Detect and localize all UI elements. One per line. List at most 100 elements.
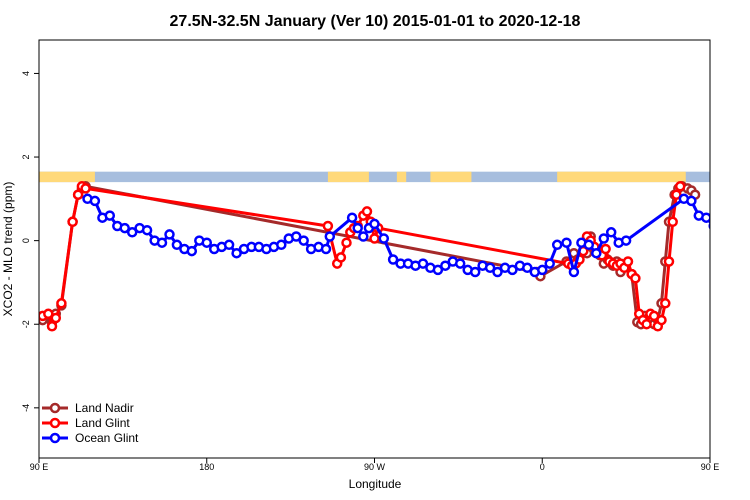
data-point xyxy=(648,310,660,322)
chart-title: 27.5N-32.5N January (Ver 10) 2015-01-01 … xyxy=(170,13,581,30)
data-point xyxy=(164,229,175,240)
data-point xyxy=(369,233,380,244)
data-point xyxy=(630,273,641,284)
data-point xyxy=(591,247,602,259)
legend-item: Land Glint xyxy=(42,416,130,430)
legend-item: Ocean Glint xyxy=(42,431,139,445)
data-point xyxy=(223,239,235,251)
data-point xyxy=(522,262,533,274)
strip-land-segment xyxy=(327,171,369,183)
data-point xyxy=(492,266,503,278)
data-point xyxy=(72,189,84,200)
data-point xyxy=(660,298,671,309)
data-point xyxy=(440,260,451,271)
data-point xyxy=(56,298,67,309)
data-point xyxy=(387,254,399,265)
data-point xyxy=(346,212,358,223)
legend-item: Land Nadir xyxy=(42,401,134,415)
y-tick-label: -4 xyxy=(21,404,31,412)
data-point xyxy=(50,312,62,324)
data-point xyxy=(708,222,710,230)
data-point xyxy=(341,237,352,248)
x-axis-label: Longitude xyxy=(349,477,402,491)
data-point xyxy=(119,222,130,234)
data-point xyxy=(656,314,667,326)
data-point xyxy=(276,239,287,251)
y-tick-label: 4 xyxy=(21,71,31,76)
data-point xyxy=(663,256,675,267)
data-point xyxy=(605,227,617,238)
x-tick-label: 180 xyxy=(199,462,214,472)
y-tick-label: 0 xyxy=(21,238,31,243)
legend-label: Ocean Glint xyxy=(75,431,139,445)
strip-land-segment xyxy=(396,171,407,183)
legend-marker xyxy=(49,432,61,444)
data-point xyxy=(620,235,632,246)
data-point xyxy=(537,264,548,276)
data-point xyxy=(43,308,54,320)
data-point xyxy=(104,210,116,221)
land-ocean-strip xyxy=(39,171,710,183)
data-point xyxy=(290,231,302,242)
data-point xyxy=(674,181,686,192)
data-point xyxy=(361,206,373,217)
data-point xyxy=(298,235,309,246)
legend-marker xyxy=(49,402,61,414)
data-point xyxy=(725,226,733,234)
data-point xyxy=(622,256,634,267)
strip-land-segment xyxy=(430,171,472,183)
series-layer xyxy=(39,181,748,332)
data-point xyxy=(67,216,78,228)
data-point xyxy=(667,216,678,228)
series-ocean-glint xyxy=(82,193,748,278)
series-land-glint xyxy=(39,181,686,332)
data-point xyxy=(417,258,429,269)
data-point xyxy=(686,195,697,207)
data-point xyxy=(454,258,466,269)
data-point xyxy=(80,183,91,194)
data-point xyxy=(186,245,198,257)
data-point xyxy=(126,227,138,238)
data-point xyxy=(598,233,610,244)
x-tick-label: 90 E xyxy=(30,462,49,472)
data-point xyxy=(740,226,748,234)
data-point xyxy=(732,224,740,232)
data-point xyxy=(561,237,572,248)
data-point xyxy=(432,264,444,276)
data-point xyxy=(641,318,652,330)
data-point xyxy=(322,220,334,232)
x-tick-label: 90 E xyxy=(701,462,720,472)
strip-land-segment xyxy=(39,171,95,183)
x-tick-label: 90 W xyxy=(364,462,386,472)
data-point xyxy=(551,239,563,251)
data-point xyxy=(369,218,380,230)
data-point xyxy=(717,224,725,232)
data-point xyxy=(568,266,580,278)
data-point xyxy=(324,231,336,242)
y-tick-label: -2 xyxy=(21,320,31,328)
legend-marker xyxy=(49,417,61,429)
data-point xyxy=(352,222,363,234)
y-axis: -4 -2 0 2 4 xyxy=(21,71,39,412)
data-point xyxy=(141,224,153,236)
strip-ocean xyxy=(39,171,710,183)
y-tick-label: 2 xyxy=(21,155,31,160)
data-point xyxy=(600,243,611,255)
legend-label: Land Glint xyxy=(75,416,130,430)
data-point xyxy=(201,237,213,248)
data-point xyxy=(583,239,595,251)
strip-land-segment xyxy=(557,171,686,183)
x-axis: 90 E 180 90 W 0 90 E xyxy=(30,458,720,472)
data-point xyxy=(378,233,390,244)
data-point xyxy=(507,264,518,276)
data-point xyxy=(335,252,347,263)
data-point xyxy=(89,195,101,207)
x-tick-label: 0 xyxy=(540,462,545,472)
data-point xyxy=(156,237,168,248)
y-axis-label: XCO2 - MLO trend (ppm) xyxy=(1,182,15,317)
data-point xyxy=(469,266,481,278)
data-point xyxy=(320,243,332,255)
legend-label: Land Nadir xyxy=(75,401,134,415)
data-point xyxy=(46,321,58,332)
